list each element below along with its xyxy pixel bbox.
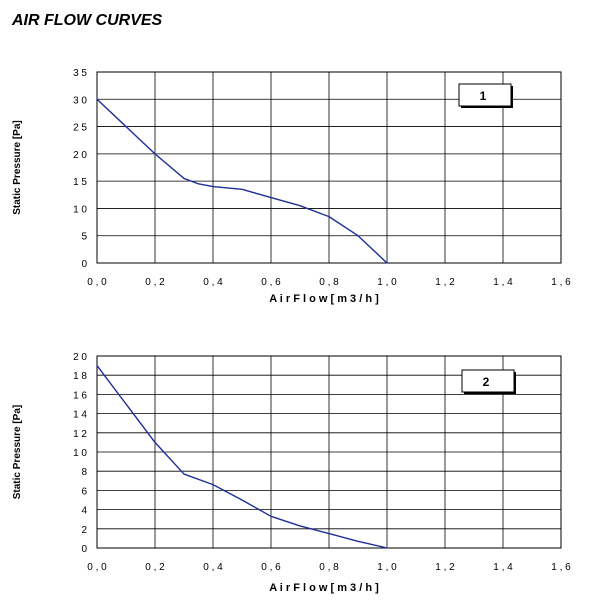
y-tick-label: 8 xyxy=(81,467,87,478)
x-tick-label: 1 , 4 xyxy=(493,562,513,573)
x-tick-label: 1 , 6 xyxy=(551,277,571,288)
y-tick-label: 2 5 xyxy=(73,123,87,134)
y-tick-label: 1 6 xyxy=(73,390,87,401)
chart-number: 1 xyxy=(480,89,487,103)
x-tick-label: 1 , 2 xyxy=(435,562,455,573)
y-tick-label: 0 xyxy=(81,544,87,555)
y-tick-label: 4 xyxy=(81,506,87,517)
x-tick-label: 0 , 2 xyxy=(145,562,165,573)
x-tick-label: 1 , 0 xyxy=(377,562,397,573)
page-title: AIR FLOW CURVES xyxy=(12,12,163,29)
y-tick-label: 2 0 xyxy=(73,150,87,161)
x-tick-label: 0 , 0 xyxy=(87,277,107,288)
y-tick-label: 0 xyxy=(81,259,87,270)
y-tick-label: 2 xyxy=(81,525,87,536)
x-tick-label: 0 , 8 xyxy=(319,562,339,573)
y-tick-label: 3 0 xyxy=(73,95,87,106)
y-tick-label: 1 2 xyxy=(73,429,87,440)
y-tick-label: 1 0 xyxy=(73,204,87,215)
y-tick-label: 1 0 xyxy=(73,448,87,459)
plot-frame xyxy=(96,355,562,549)
chart-number: 2 xyxy=(483,375,490,389)
y-tick-label: 6 xyxy=(81,486,87,497)
air-flow-chart-1: 0 5 1 0 1 5 2 0 2 5 3 0 3 5 0 , 0 0 , 2 0 , 4 0 , 6… xyxy=(12,68,571,305)
chart-number-box xyxy=(458,83,512,107)
x-tick-label: 1 , 4 xyxy=(493,277,513,288)
plot-frame xyxy=(96,71,562,264)
x-axis-label: A i r F l o w [ m 3 / h ] xyxy=(269,582,379,594)
y-tick-label: 2 0 xyxy=(73,352,87,363)
x-tick-label: 0 , 0 xyxy=(87,562,107,573)
x-tick-label: 0 , 4 xyxy=(203,562,223,573)
y-tick-label: 5 xyxy=(81,232,87,243)
y-axis-label: Static Pressure [Pa] xyxy=(12,120,23,215)
x-tick-label: 1 , 6 xyxy=(551,562,571,573)
x-tick-label: 0 , 6 xyxy=(261,277,281,288)
y-tick-label: 3 5 xyxy=(73,68,87,79)
air-flow-chart-2: 0 2 4 6 8 1 0 1 2 1 4 1 6 1 8 2 0 0 , 0 0 , 2 0 , 4 0 … xyxy=(12,352,571,594)
y-tick-label: 1 4 xyxy=(73,410,87,421)
x-axis-label: A i r F l o w [ m 3 / h ] xyxy=(269,293,379,305)
x-tick-label: 1 , 0 xyxy=(377,277,397,288)
x-tick-label: 0 , 8 xyxy=(319,277,339,288)
x-tick-label: 0 , 2 xyxy=(145,277,165,288)
series-line xyxy=(96,364,388,549)
y-axis-label: Static Pressure [Pa] xyxy=(12,405,23,500)
y-tick-label: 1 8 xyxy=(73,371,87,382)
x-tick-label: 1 , 2 xyxy=(435,277,455,288)
chart-number-box xyxy=(461,369,515,393)
y-tick-label: 1 5 xyxy=(73,177,87,188)
x-tick-label: 0 , 4 xyxy=(203,277,223,288)
x-tick-label: 0 , 6 xyxy=(261,562,281,573)
series-line xyxy=(96,98,388,264)
